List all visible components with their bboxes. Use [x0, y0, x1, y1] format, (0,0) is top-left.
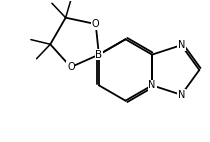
Text: O: O	[92, 19, 100, 29]
Text: B: B	[95, 50, 102, 60]
Text: N: N	[148, 80, 156, 90]
Text: O: O	[67, 62, 75, 72]
Text: N: N	[178, 40, 185, 50]
Text: N: N	[178, 90, 185, 100]
